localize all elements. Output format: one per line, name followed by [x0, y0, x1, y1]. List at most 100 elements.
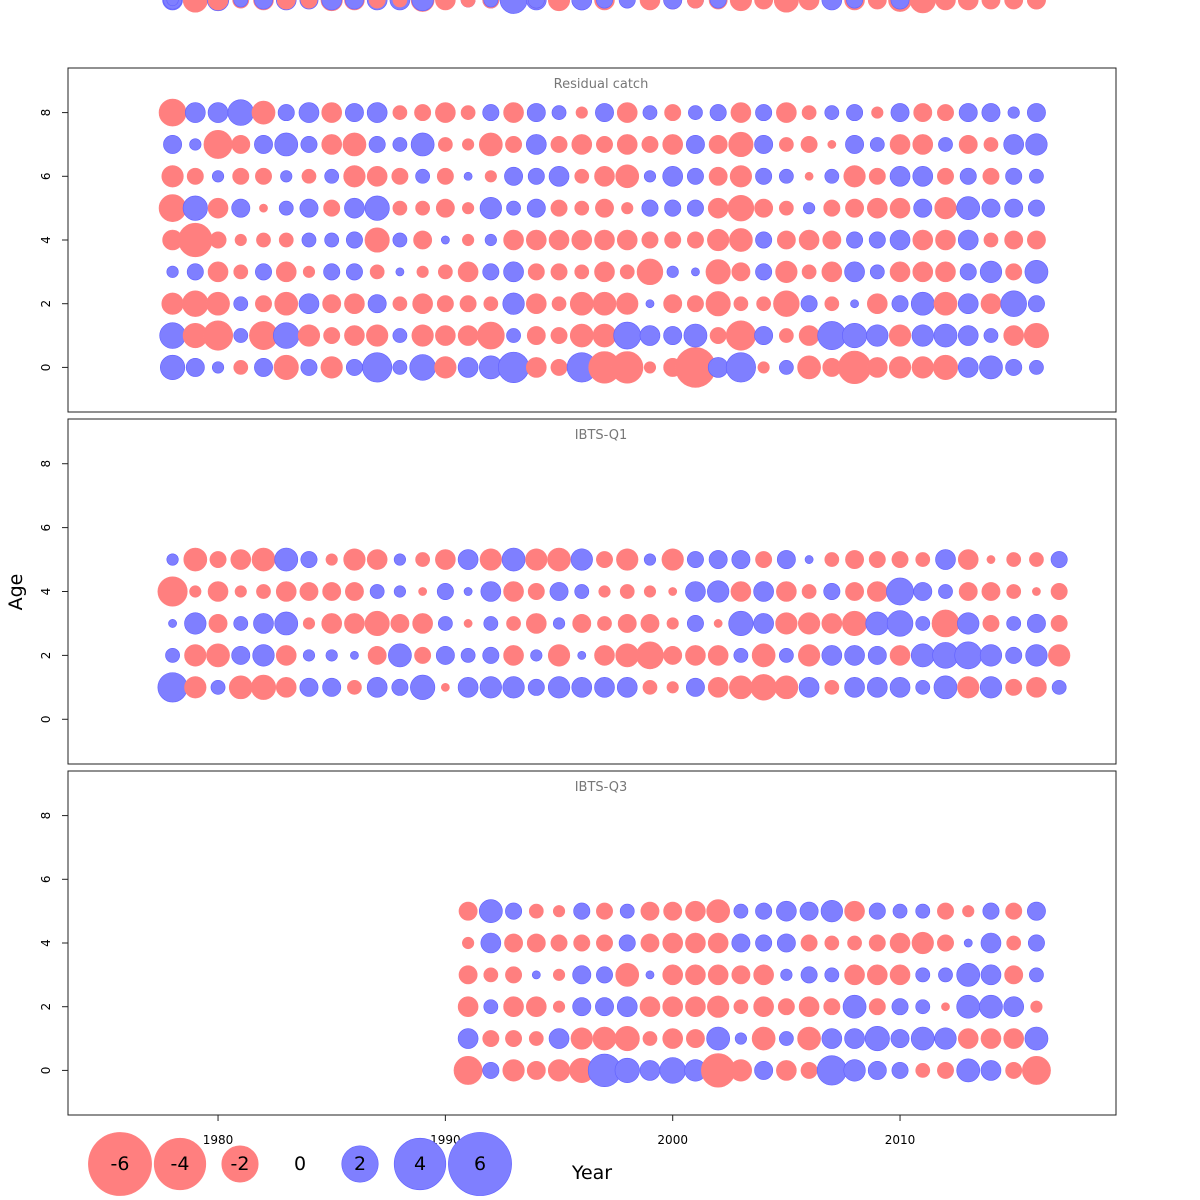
- bubble: [729, 675, 753, 700]
- bubble: [776, 900, 797, 922]
- bubble: [957, 549, 979, 570]
- bubble: [280, 170, 293, 183]
- bubble: [911, 324, 934, 347]
- bubble: [888, 324, 912, 347]
- bubble: [415, 168, 431, 184]
- bubble: [868, 934, 886, 952]
- bubble: [617, 614, 637, 633]
- bubble: [233, 360, 249, 375]
- bubble: [574, 200, 590, 216]
- bubble: [867, 0, 887, 10]
- bubble: [957, 293, 979, 315]
- bubble: [754, 1060, 774, 1080]
- bubble: [207, 102, 229, 123]
- bubble: [322, 294, 342, 314]
- bubble: [979, 260, 1003, 283]
- bubble: [755, 551, 773, 569]
- bubble: [639, 325, 661, 346]
- bubble: [504, 166, 523, 186]
- legend-label: -6: [111, 1153, 130, 1175]
- bubble: [527, 263, 545, 281]
- bubble: [435, 198, 455, 218]
- bubble: [640, 901, 660, 921]
- bubble: [413, 230, 433, 250]
- bubble: [502, 1059, 525, 1082]
- bubble: [462, 138, 475, 151]
- bubble: [550, 135, 568, 153]
- bubble: [845, 135, 864, 154]
- bubble: [662, 964, 684, 986]
- bubble: [206, 643, 230, 668]
- bubble: [598, 585, 611, 598]
- bubble: [755, 167, 773, 185]
- x-axis: 1980 1990 2000 2010: [203, 1115, 915, 1147]
- bubble: [435, 0, 456, 11]
- bubble: [1003, 325, 1025, 346]
- bubble: [302, 649, 316, 662]
- bubble: [685, 964, 706, 986]
- bubble: [913, 103, 933, 123]
- bubble: [666, 617, 679, 630]
- bubble: [824, 967, 840, 983]
- bubble: [686, 231, 704, 249]
- bubble: [731, 550, 751, 569]
- bubble: [956, 196, 981, 220]
- x-tick-label: 2000: [657, 1133, 688, 1147]
- bubble: [753, 996, 774, 1018]
- legend-label: 4: [414, 1153, 426, 1175]
- bubble: [1004, 965, 1024, 985]
- bubble: [457, 996, 479, 1018]
- bubble: [751, 1026, 776, 1051]
- bubble: [482, 1030, 500, 1048]
- bubble: [186, 263, 204, 281]
- bubble: [933, 323, 958, 348]
- bubble: [935, 261, 956, 283]
- bubble: [981, 0, 1001, 10]
- bubble: [842, 323, 868, 349]
- bubble: [910, 643, 935, 668]
- bubble: [571, 677, 593, 698]
- bubble: [982, 902, 1000, 920]
- bubble: [778, 1031, 794, 1046]
- bubble: [410, 132, 435, 157]
- bubble: [550, 263, 568, 281]
- bubble: [827, 140, 837, 149]
- bubble: [344, 325, 365, 346]
- bubble: [800, 934, 818, 952]
- bubble: [476, 321, 505, 350]
- bubble: [547, 0, 571, 12]
- bubble: [550, 358, 568, 376]
- bubble: [983, 232, 999, 248]
- bubble: [824, 935, 840, 951]
- bubble: [910, 1026, 935, 1051]
- panel-title: Residual catch: [554, 77, 649, 92]
- bubble: [501, 547, 526, 572]
- bubble: [707, 580, 730, 603]
- bubble: [778, 328, 794, 343]
- panel-1: Residual catch 0 2 4 6 8: [39, 0, 1117, 413]
- bubble: [820, 900, 843, 923]
- bubble: [323, 199, 341, 217]
- bubble: [574, 584, 590, 599]
- bubble: [816, 1055, 847, 1086]
- bubble: [528, 1031, 544, 1046]
- bubble: [640, 614, 660, 633]
- bubble: [364, 195, 390, 221]
- bubble: [527, 0, 545, 9]
- bubble: [157, 576, 188, 607]
- bubble: [686, 167, 704, 185]
- bubble: [804, 171, 814, 181]
- bubble: [251, 100, 276, 125]
- bubble: [571, 0, 593, 11]
- bubble: [708, 166, 728, 186]
- bubble: [1025, 133, 1048, 156]
- bubble: [189, 585, 202, 598]
- bubble: [979, 644, 1003, 667]
- bubble: [503, 996, 524, 1018]
- bubble: [824, 168, 840, 184]
- bubble: [938, 967, 953, 983]
- bubble: [210, 679, 226, 695]
- bubble: [776, 230, 796, 250]
- bubble: [250, 674, 277, 700]
- bubble: [982, 614, 1000, 632]
